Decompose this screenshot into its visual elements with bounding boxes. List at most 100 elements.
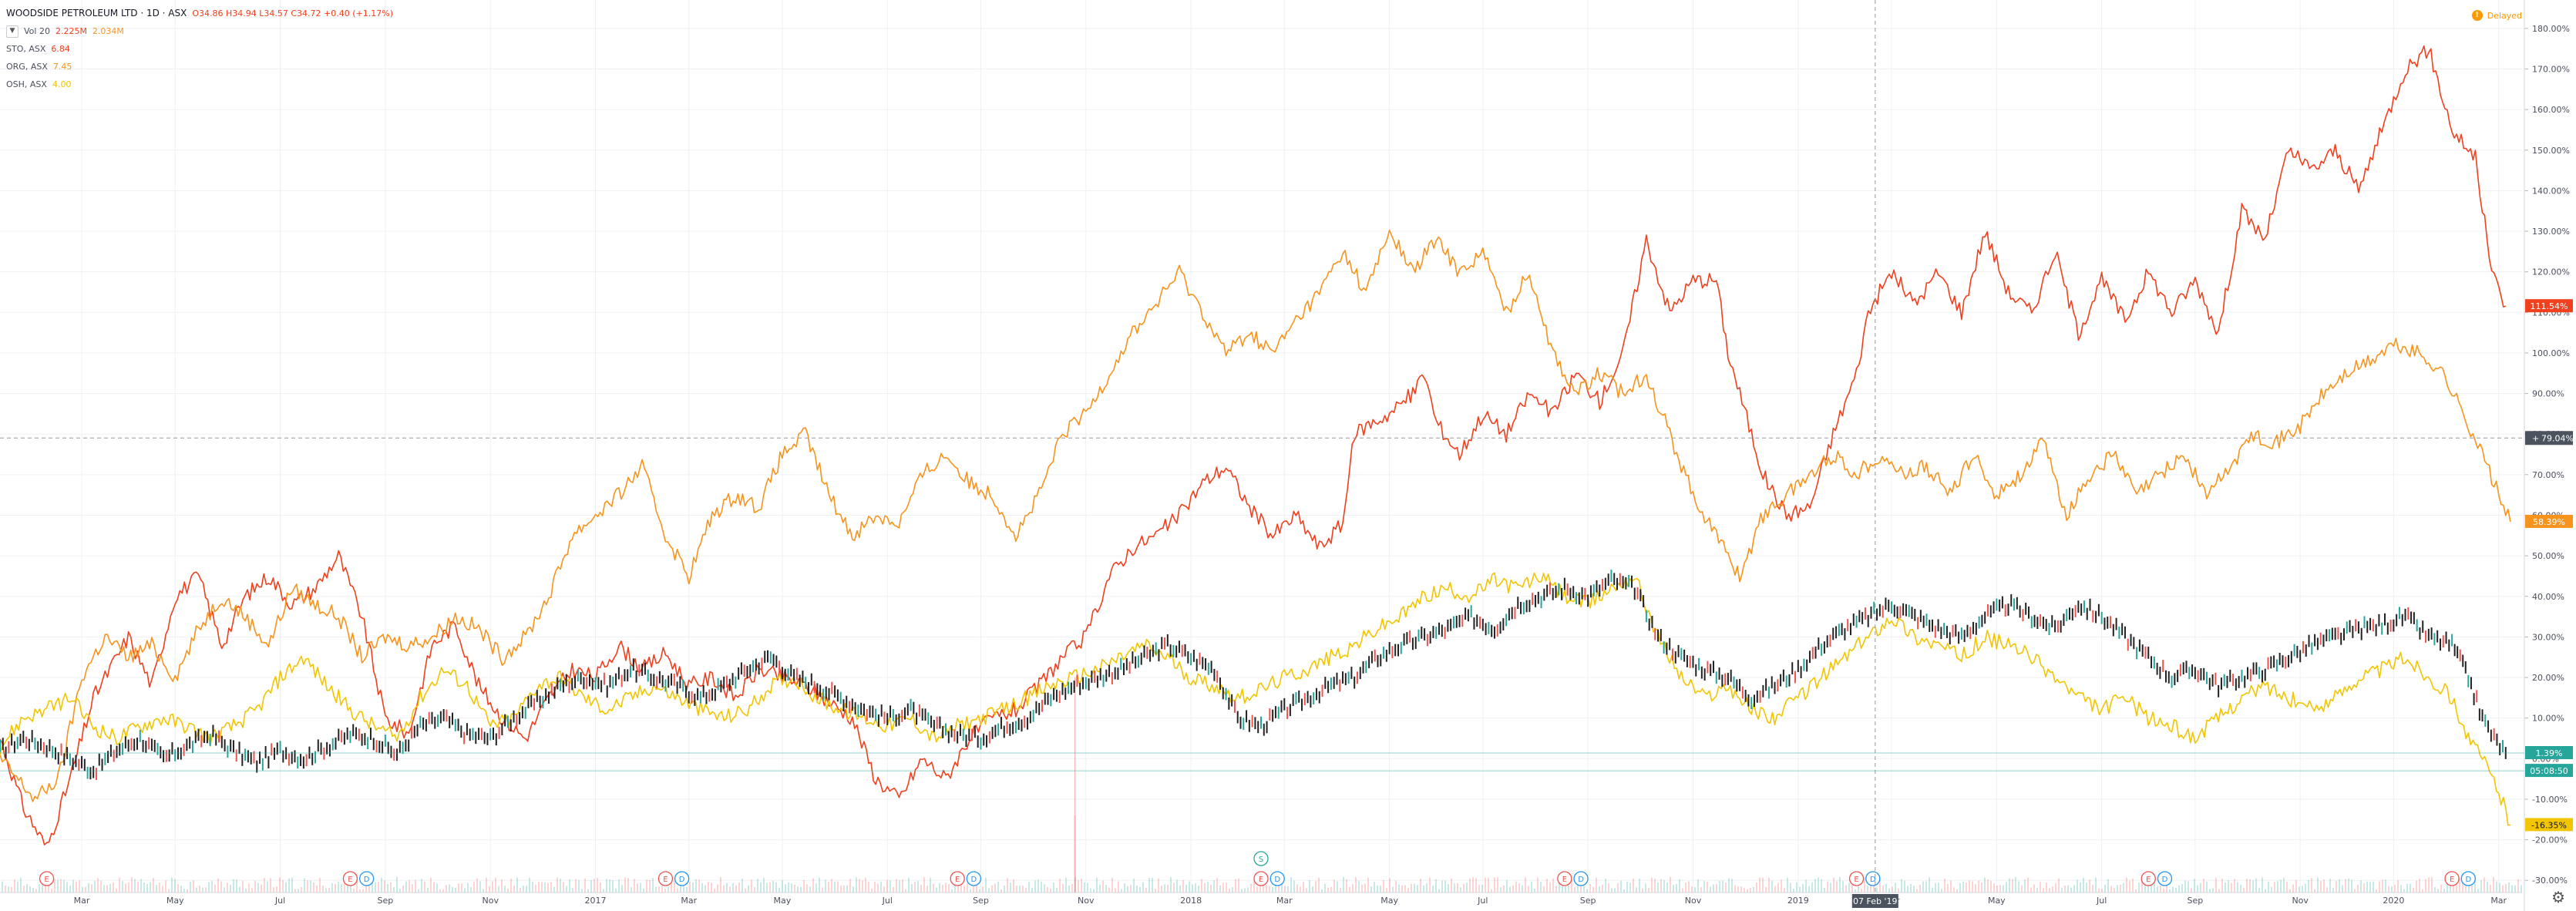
event-marker-earnings[interactable] xyxy=(1253,871,1269,886)
volume-bar xyxy=(162,886,163,893)
legend-compare-sto[interactable]: STO, ASX 6.84 xyxy=(6,40,393,58)
volume-bar xyxy=(621,885,623,893)
volume-bar xyxy=(1491,889,1492,893)
event-marker-dividend[interactable] xyxy=(1270,871,1285,886)
event-marker-dividend[interactable] xyxy=(1573,871,1589,886)
volume-bar xyxy=(1722,880,1723,893)
volume-bar xyxy=(1574,887,1576,893)
volume-bar xyxy=(615,888,617,893)
main-symbol-title[interactable]: WOODSIDE PETROLEUM LTD · 1D · ASX xyxy=(6,8,187,18)
volume-bar xyxy=(902,879,903,893)
event-marker-earnings[interactable] xyxy=(39,871,55,886)
volume-bar xyxy=(1105,885,1107,893)
volume-bar xyxy=(2073,885,2075,893)
volume-bar xyxy=(871,888,873,893)
volume-bar xyxy=(1956,889,1958,893)
volume-bar xyxy=(2345,879,2346,893)
split-marker[interactable] xyxy=(1253,851,1269,866)
volume-bar xyxy=(1087,882,1088,893)
event-marker-earnings[interactable] xyxy=(657,871,674,886)
volume-bar xyxy=(2437,889,2439,893)
volume-bar xyxy=(936,887,937,893)
series-line-osh[interactable] xyxy=(0,572,2510,826)
volume-bar xyxy=(677,888,678,893)
volume-bar xyxy=(146,883,148,893)
event-markers[interactable]: E E D E D E D E D E D E D E D E D S xyxy=(39,851,2476,886)
volume-bar xyxy=(1380,886,1381,893)
volume-bar xyxy=(2009,878,2010,893)
event-marker-dividend[interactable] xyxy=(2157,871,2173,886)
volume-bar xyxy=(553,886,555,893)
volume-bar xyxy=(2166,880,2167,893)
volume-bar xyxy=(689,881,691,893)
volume-bar xyxy=(742,879,743,893)
volume-bar xyxy=(1861,888,1862,893)
volume-bar xyxy=(2477,889,2479,893)
gear-icon[interactable]: ⚙ xyxy=(2551,888,2565,906)
event-marker-earnings[interactable] xyxy=(342,871,358,886)
x-tick-label: Jul xyxy=(1477,896,1488,906)
volume-bar xyxy=(655,886,657,893)
volume-bar xyxy=(1549,882,1551,893)
volume-bar xyxy=(507,888,509,893)
legend-compare-osh[interactable]: OSH, ASX 4.00 xyxy=(6,76,393,93)
volume-label[interactable]: Vol 20 xyxy=(24,26,50,36)
volume-bar xyxy=(1688,881,1690,893)
plus-icon[interactable]: + xyxy=(2532,433,2539,443)
x-tick-label: Sep xyxy=(378,896,394,906)
y-tick-label: 180.00% xyxy=(2532,24,2570,34)
volume-bar xyxy=(384,880,385,893)
volume-bar xyxy=(970,889,971,893)
volume-bar xyxy=(2289,889,2291,893)
volume-bar xyxy=(2447,883,2448,893)
volume-bar xyxy=(1457,883,1458,893)
volume-bar xyxy=(1309,879,1310,893)
volume-bar xyxy=(1907,886,1908,893)
event-marker-earnings[interactable] xyxy=(1557,871,1572,886)
chevron-down-icon[interactable]: ▼ xyxy=(6,25,18,38)
volume-bar xyxy=(2274,882,2275,893)
volume-bar xyxy=(1111,878,1113,893)
event-marker-earnings[interactable] xyxy=(950,871,965,886)
volume-bar xyxy=(2021,885,2023,893)
legend-compare-org[interactable]: ORG, ASX 7.45 xyxy=(6,58,393,76)
event-marker-dividend[interactable] xyxy=(966,871,982,886)
volume-bar xyxy=(1016,886,1017,893)
volume-bar xyxy=(532,881,533,893)
volume-bar xyxy=(1195,882,1196,893)
delayed-status[interactable]: ! Delayed xyxy=(2471,10,2522,21)
volume-bar xyxy=(720,877,721,893)
volume-bar xyxy=(1882,886,1884,893)
volume-bar xyxy=(939,882,940,893)
series-line-org[interactable] xyxy=(0,229,2511,802)
series-line-sto[interactable] xyxy=(0,45,2507,845)
event-marker-dividend[interactable] xyxy=(674,871,690,886)
volume-bar xyxy=(1506,879,1508,893)
event-marker-dividend[interactable] xyxy=(359,871,375,886)
volume-bar xyxy=(224,887,225,893)
volume-bar xyxy=(1241,889,1243,893)
volume-bar xyxy=(1044,884,1045,893)
event-marker-earnings[interactable] xyxy=(2141,871,2156,886)
volume-bar xyxy=(1728,878,1730,893)
volume-bar xyxy=(285,882,287,893)
volume-bar xyxy=(2015,877,2016,893)
volume-bar xyxy=(2194,879,2195,893)
event-marker-earnings[interactable] xyxy=(2444,871,2460,886)
volume-bar xyxy=(960,879,962,893)
event-marker-earnings[interactable] xyxy=(1848,871,1865,886)
volume-bar xyxy=(88,882,89,893)
event-marker-dividend[interactable] xyxy=(2460,871,2476,886)
x-tick-label: Mar xyxy=(681,896,697,906)
event-marker-dividend[interactable] xyxy=(1865,871,1881,886)
volume-bar xyxy=(2283,877,2285,893)
volume-bar xyxy=(233,879,234,893)
volume-bar xyxy=(1327,887,1329,893)
volume-bar xyxy=(242,880,244,893)
volume-bar xyxy=(1330,886,1332,893)
volume-bar xyxy=(458,883,459,893)
volume-bar xyxy=(1377,885,1378,893)
volume-bar xyxy=(1555,886,1557,893)
